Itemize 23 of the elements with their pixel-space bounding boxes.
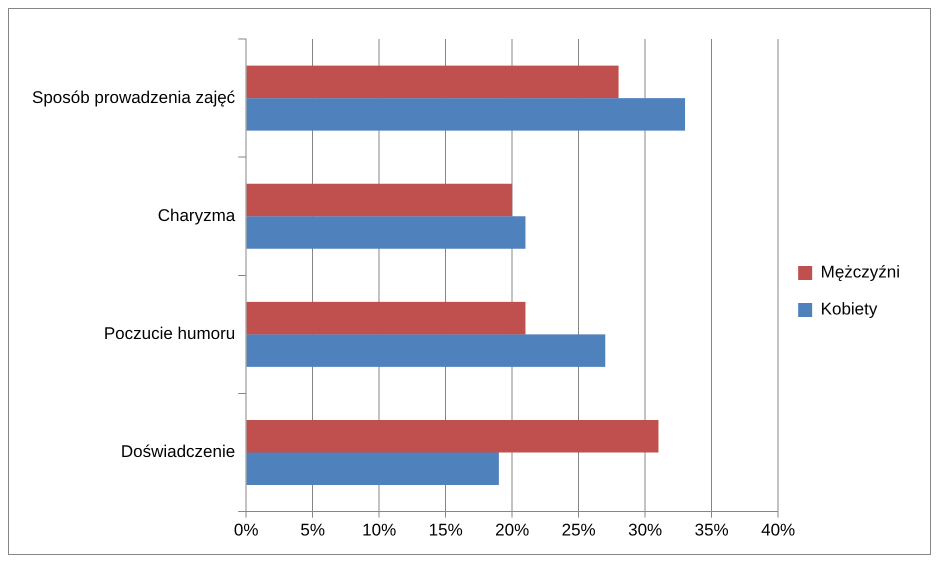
x-tick-label: 25% [562,520,596,540]
bar [246,420,658,453]
x-tick-label: 15% [428,520,463,540]
bar [246,334,606,367]
legend-label: Kobiety [820,300,878,319]
x-tick-label: 5% [300,520,325,540]
bar [246,302,526,334]
bar [246,98,686,131]
bar [246,452,499,486]
bar [246,66,619,98]
x-tick-label: 10% [362,520,396,540]
y-tick-label: Doświadczenie [120,442,236,462]
y-tick-label: Poczucie humoru [104,324,236,344]
y-tick-label: Charyzma [158,206,236,225]
x-tick-label: 35% [694,520,729,540]
y-tick-label: Sposób prowadzenia zajęć [32,88,236,107]
x-tick-label: 20% [495,520,530,540]
x-tick-label: 0% [234,520,258,540]
x-tick-label: 40% [761,520,796,540]
x-tick-label: 30% [628,520,662,540]
bar [246,216,526,249]
bar [246,184,512,216]
legend-label: Mężczyźni [820,262,900,282]
